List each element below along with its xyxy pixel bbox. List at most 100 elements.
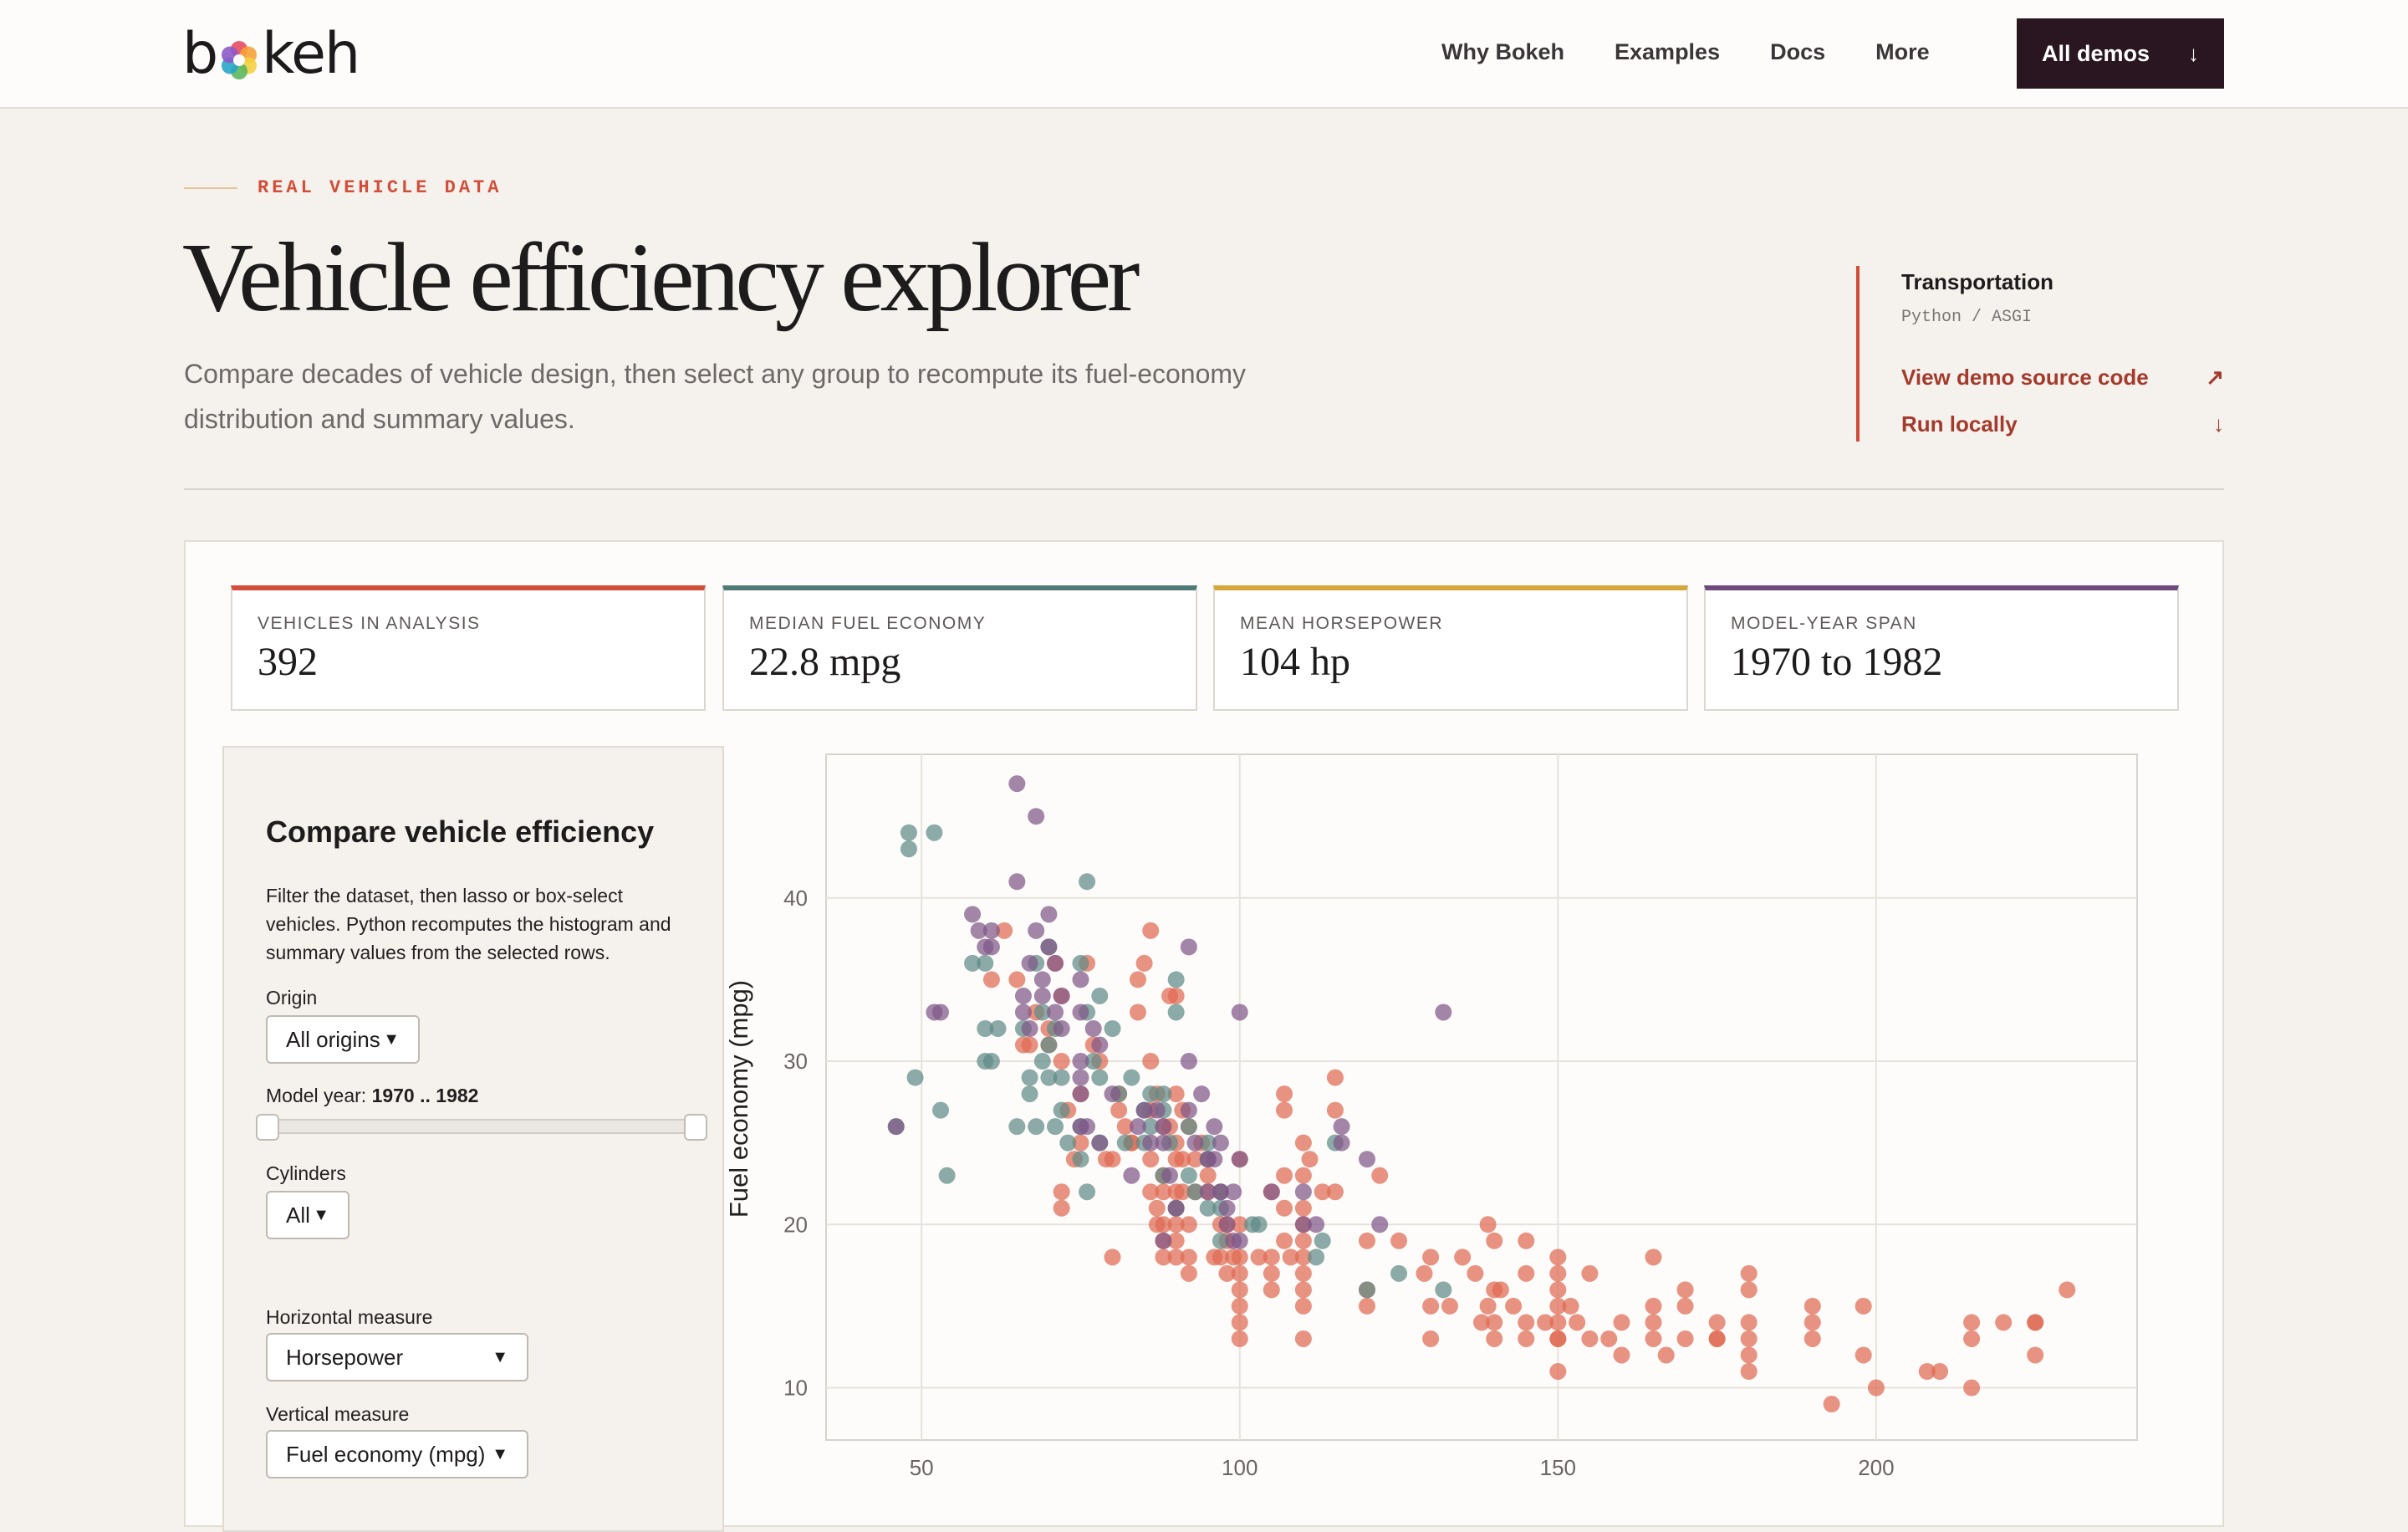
data-point[interactable] — [1105, 1020, 1121, 1037]
data-point[interactable] — [1091, 988, 1108, 1004]
data-point[interactable] — [1480, 1298, 1497, 1315]
data-point[interactable] — [1200, 1200, 1217, 1217]
scatter-chart-svg[interactable]: 50 100 150 200 10 20 30 40 Fuel economy (mpg) — [727, 744, 2182, 1505]
data-point[interactable] — [1091, 1070, 1108, 1086]
data-point[interactable] — [1518, 1265, 1534, 1282]
data-point[interactable] — [939, 1167, 956, 1184]
data-point[interactable] — [1295, 1330, 1312, 1347]
data-point[interactable] — [1034, 1053, 1051, 1070]
data-point[interactable] — [1022, 1070, 1038, 1086]
data-point[interactable] — [1054, 1020, 1070, 1037]
data-point[interactable] — [1569, 1314, 1585, 1330]
data-point[interactable] — [1206, 1151, 1222, 1167]
all-demos-button[interactable]: All demos ↓ — [2017, 18, 2224, 89]
data-point[interactable] — [1181, 1053, 1197, 1070]
data-point[interactable] — [1295, 1281, 1312, 1298]
data-point[interactable] — [1047, 1118, 1064, 1135]
nav-examples[interactable]: Examples — [1615, 39, 1720, 65]
data-point[interactable] — [1295, 1167, 1312, 1184]
data-point[interactable] — [1422, 1298, 1439, 1315]
data-point[interactable] — [1581, 1265, 1598, 1282]
data-point[interactable] — [1824, 1396, 1840, 1412]
data-point[interactable] — [1149, 1200, 1166, 1217]
data-point[interactable] — [1486, 1233, 1502, 1249]
data-point[interactable] — [1741, 1330, 1758, 1347]
data-point[interactable] — [1008, 971, 1025, 988]
data-point[interactable] — [983, 938, 1000, 955]
data-point[interactable] — [888, 1118, 905, 1135]
nav-why-bokeh[interactable]: Why Bokeh — [1441, 39, 1564, 65]
data-point[interactable] — [1359, 1151, 1375, 1167]
data-point[interactable] — [1028, 808, 1044, 825]
data-point[interactable] — [1334, 1118, 1350, 1135]
data-point[interactable] — [1963, 1330, 1980, 1347]
data-point[interactable] — [1549, 1330, 1566, 1347]
data-point[interactable] — [1435, 1003, 1451, 1020]
data-point[interactable] — [1072, 971, 1089, 988]
data-point[interactable] — [1518, 1314, 1534, 1330]
data-point[interactable] — [2027, 1346, 2043, 1363]
data-point[interactable] — [1028, 1118, 1044, 1135]
data-point[interactable] — [926, 825, 942, 841]
data-point[interactable] — [1995, 1314, 2012, 1330]
data-point[interactable] — [983, 971, 1000, 988]
data-point[interactable] — [1232, 1265, 1248, 1282]
data-point[interactable] — [1079, 1183, 1095, 1200]
data-point[interactable] — [1741, 1281, 1758, 1298]
data-point[interactable] — [1492, 1281, 1509, 1298]
data-point[interactable] — [1600, 1330, 1617, 1347]
data-point[interactable] — [1549, 1281, 1566, 1298]
data-point[interactable] — [1276, 1102, 1293, 1119]
data-point[interactable] — [1613, 1346, 1630, 1363]
data-point[interactable] — [990, 1020, 1007, 1037]
data-point[interactable] — [1709, 1314, 1726, 1330]
data-point[interactable] — [1295, 1200, 1312, 1217]
data-point[interactable] — [1059, 1135, 1076, 1152]
data-point[interactable] — [1047, 1003, 1064, 1020]
data-point[interactable] — [1091, 1037, 1108, 1054]
data-point[interactable] — [1518, 1330, 1534, 1347]
data-point[interactable] — [977, 955, 993, 972]
data-point[interactable] — [1518, 1233, 1534, 1249]
data-point[interactable] — [1308, 1216, 1324, 1233]
data-point[interactable] — [1422, 1330, 1439, 1347]
data-point[interactable] — [1613, 1314, 1630, 1330]
bokeh-logo[interactable]: b keh — [182, 25, 359, 84]
data-point[interactable] — [1359, 1298, 1375, 1315]
data-point[interactable] — [1186, 1135, 1203, 1152]
data-point[interactable] — [1295, 1183, 1312, 1200]
data-point[interactable] — [1015, 988, 1032, 1004]
data-point[interactable] — [1028, 922, 1044, 939]
data-point[interactable] — [1645, 1298, 1662, 1315]
data-point[interactable] — [1741, 1346, 1758, 1363]
data-point[interactable] — [1327, 1183, 1344, 1200]
data-point[interactable] — [1359, 1281, 1375, 1298]
data-point[interactable] — [1181, 1265, 1197, 1282]
nav-more[interactable]: More — [1875, 39, 1930, 65]
data-point[interactable] — [1301, 1151, 1318, 1167]
data-point[interactable] — [1855, 1298, 1872, 1315]
data-point[interactable] — [1161, 1167, 1178, 1184]
nav-docs[interactable]: Docs — [1770, 39, 1825, 65]
data-point[interactable] — [1327, 1102, 1344, 1119]
data-point[interactable] — [1181, 1216, 1197, 1233]
data-point[interactable] — [1232, 1249, 1248, 1265]
data-point[interactable] — [1276, 1167, 1293, 1184]
data-point[interactable] — [1168, 971, 1185, 988]
model-year-slider-start-handle[interactable] — [256, 1114, 279, 1141]
data-point[interactable] — [1022, 1037, 1038, 1054]
data-point[interactable] — [1181, 938, 1197, 955]
data-point[interactable] — [1549, 1265, 1566, 1282]
data-point[interactable] — [1314, 1233, 1331, 1249]
data-point[interactable] — [1371, 1167, 1388, 1184]
data-point[interactable] — [1486, 1314, 1502, 1330]
data-point[interactable] — [2027, 1314, 2043, 1330]
data-point[interactable] — [1390, 1233, 1407, 1249]
data-point[interactable] — [1677, 1330, 1694, 1347]
data-point[interactable] — [1645, 1314, 1662, 1330]
data-point[interactable] — [1047, 955, 1064, 972]
data-point[interactable] — [1181, 1118, 1197, 1135]
data-point[interactable] — [1868, 1380, 1885, 1397]
data-point[interactable] — [1645, 1330, 1662, 1347]
data-point[interactable] — [1079, 873, 1095, 890]
